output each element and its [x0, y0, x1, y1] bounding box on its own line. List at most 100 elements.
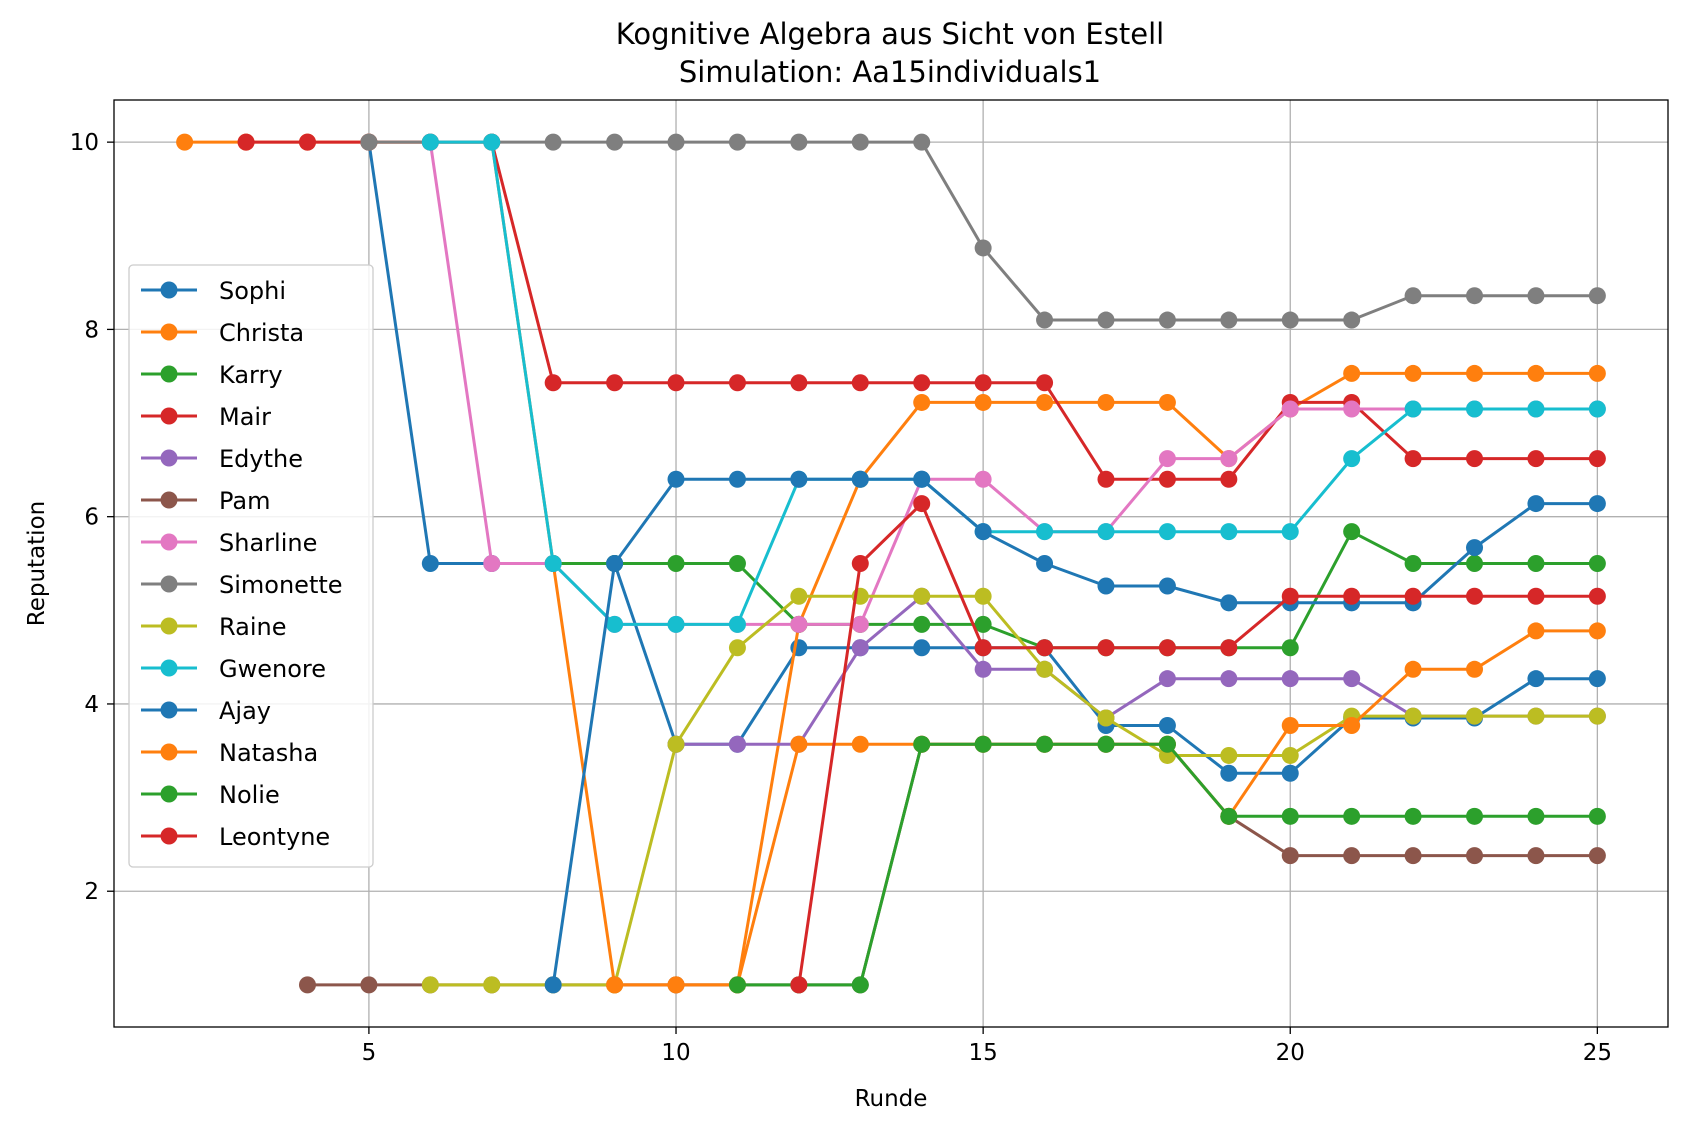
data-point: [728, 555, 746, 572]
data-point: [1527, 495, 1545, 513]
data-point: [1466, 847, 1484, 865]
series-line: [737, 742, 1598, 987]
data-point: [1466, 707, 1484, 725]
series-line: [184, 140, 1598, 987]
legend-item: Simonette: [141, 571, 343, 599]
data-point: [667, 133, 685, 151]
data-point: [1588, 555, 1606, 572]
legend-label: Leontyne: [219, 823, 330, 851]
data-point: [1281, 587, 1299, 605]
legend-swatch-marker: [160, 743, 178, 761]
data-point: [1343, 587, 1361, 605]
data-point: [1220, 523, 1238, 541]
legend-swatch-marker: [160, 491, 178, 509]
data-point: [606, 615, 624, 633]
legend-label: Natasha: [219, 739, 318, 767]
data-point: [728, 133, 746, 151]
data-point: [1281, 311, 1299, 329]
data-point: [1527, 364, 1545, 382]
series-simonette: [360, 133, 1606, 329]
data-point: [1404, 450, 1422, 468]
data-point: [606, 976, 624, 994]
data-point: [483, 133, 501, 151]
data-point: [298, 133, 316, 151]
data-point: [1220, 746, 1238, 764]
data-point: [1281, 639, 1299, 657]
data-point: [851, 555, 869, 572]
data-point: [483, 976, 501, 994]
data-point: [1343, 400, 1361, 418]
data-point: [1281, 847, 1299, 865]
series-pam: [298, 735, 1606, 994]
legend-swatch-marker: [160, 785, 178, 803]
legend-label: Karry: [219, 361, 283, 389]
data-point: [851, 470, 869, 488]
data-point: [1527, 287, 1545, 305]
data-point: [421, 976, 439, 994]
data-point: [1343, 807, 1361, 825]
axis-ticks: 5 10 15 20 25 2 4 6 8 10: [70, 130, 1612, 1066]
legend-box: [128, 264, 374, 868]
data-point: [544, 555, 562, 572]
data-point: [851, 374, 869, 392]
data-point: [606, 133, 624, 151]
data-point: [913, 495, 931, 513]
data-point: [1281, 746, 1299, 764]
plot-frame: [113, 99, 1669, 1028]
data-point: [421, 133, 439, 151]
data-point: [728, 374, 746, 392]
legend-swatch-marker: [160, 701, 178, 719]
data-point: [1097, 523, 1115, 541]
legend-label: Edythe: [219, 445, 303, 473]
legend-item: Ajay: [141, 697, 271, 725]
data-point: [851, 615, 869, 633]
series-ajay: [544, 470, 1606, 994]
y-tick-label: 8: [84, 317, 99, 343]
data-point: [728, 615, 746, 633]
data-point: [1404, 287, 1422, 305]
series-line: [430, 140, 1598, 626]
data-point: [1036, 735, 1054, 753]
legend-item: Sharline: [141, 529, 317, 557]
data-point: [1220, 670, 1238, 688]
data-point: [1343, 450, 1361, 468]
data-point: [728, 735, 746, 753]
legend-item: Raine: [141, 613, 287, 641]
y-axis-label: Reputation: [24, 501, 50, 626]
data-point: [1343, 311, 1361, 329]
legend-swatch-marker: [160, 659, 178, 677]
series-line: [430, 594, 1598, 987]
data-point: [728, 470, 746, 488]
series-line: [614, 629, 1598, 987]
data-point: [851, 133, 869, 151]
data-point: [1404, 587, 1422, 605]
data-point: [790, 587, 808, 605]
data-point: [1588, 364, 1606, 382]
legend-item: Pam: [141, 487, 270, 515]
x-tick-label: 10: [661, 1040, 690, 1066]
x-tick-label: 15: [968, 1040, 997, 1066]
data-point: [851, 735, 869, 753]
data-point: [1158, 735, 1176, 753]
data-point: [1466, 555, 1484, 572]
data-point: [1220, 764, 1238, 782]
x-tick-label: 20: [1276, 1040, 1305, 1066]
legend-label: Simonette: [219, 571, 343, 599]
legend-item: Sophi: [141, 277, 286, 305]
data-point: [1220, 470, 1238, 488]
data-point: [1588, 450, 1606, 468]
data-point: [1527, 670, 1545, 688]
data-point: [1588, 670, 1606, 688]
data-point: [1588, 400, 1606, 418]
data-point: [1097, 470, 1115, 488]
data-point: [1158, 523, 1176, 541]
series-natasha: [606, 622, 1606, 994]
data-point: [790, 374, 808, 392]
legend-item: Gwenore: [141, 655, 326, 683]
data-point: [1158, 639, 1176, 657]
data-point: [606, 374, 624, 392]
data-point: [1588, 587, 1606, 605]
data-point: [1097, 709, 1115, 727]
data-point: [913, 735, 931, 753]
data-point: [1588, 807, 1606, 825]
